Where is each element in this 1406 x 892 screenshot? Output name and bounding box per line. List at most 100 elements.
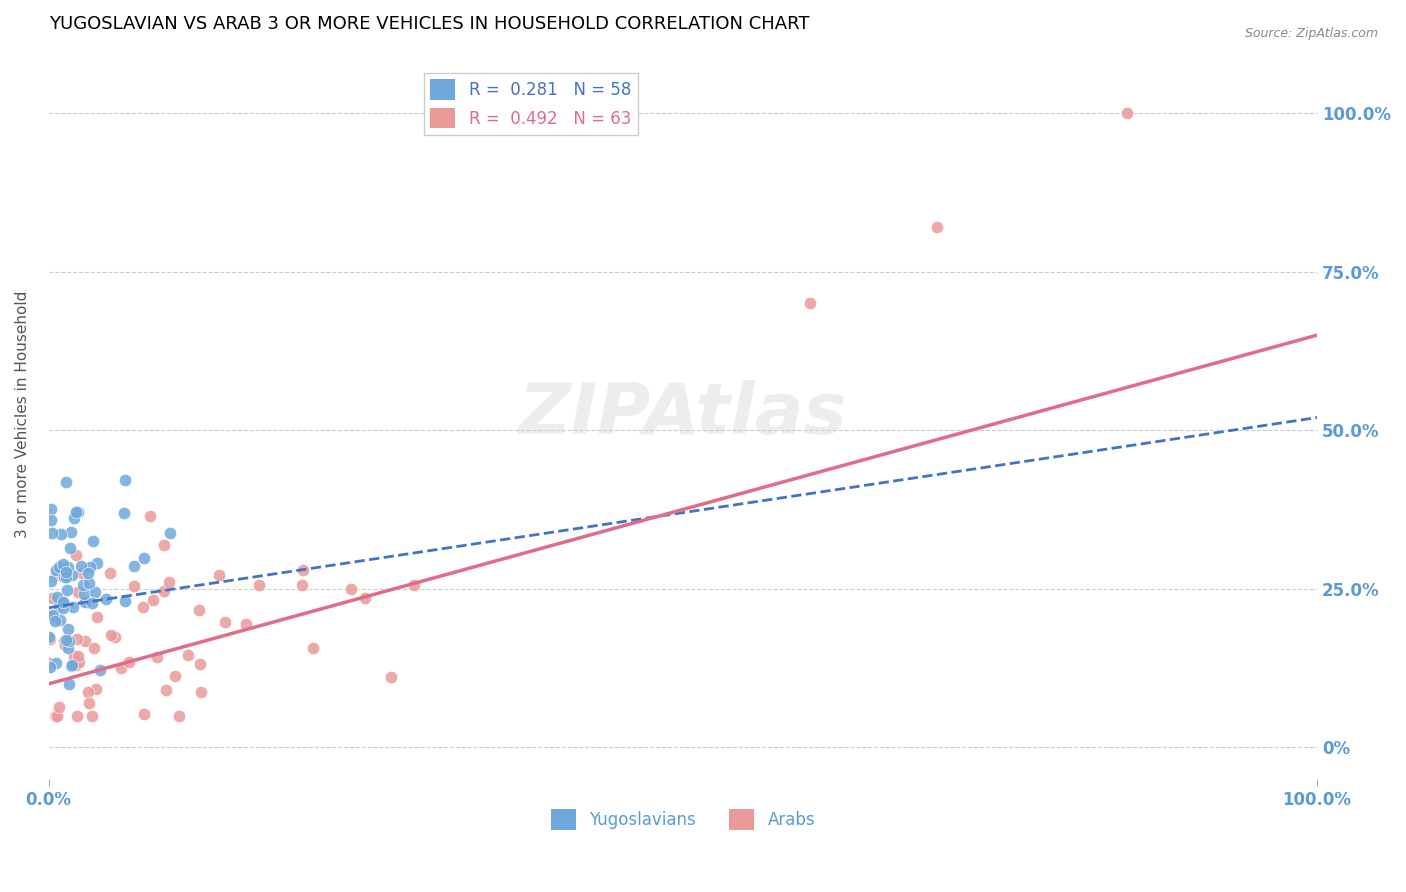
Point [52, 633, 75, 648]
Point [52, 595, 75, 609]
Point [45, 563, 67, 577]
Point [235, 617, 257, 632]
Point [58, 677, 80, 691]
Point [38, 656, 60, 670]
Text: ZIPAtlas: ZIPAtlas [519, 380, 848, 449]
Point [247, 578, 270, 592]
Point [38, 607, 60, 622]
Point [100, 628, 122, 642]
Point [177, 648, 200, 662]
Point [153, 583, 176, 598]
Point [190, 685, 212, 699]
Point [70, 566, 93, 580]
Point [45, 656, 67, 670]
Point [98, 566, 121, 580]
Point [146, 650, 169, 665]
Point [65, 505, 87, 519]
Point [39, 513, 62, 527]
Point [39, 574, 62, 588]
Point [77, 696, 100, 710]
Point [51, 557, 73, 571]
Point [188, 657, 211, 671]
Point [84, 682, 107, 697]
Point [56, 560, 79, 574]
Point [122, 579, 145, 593]
Point [292, 564, 315, 578]
Point [55, 638, 77, 652]
Point [96, 591, 118, 606]
Point [73, 633, 96, 648]
Point [89, 663, 111, 677]
Point [44, 708, 66, 723]
Point [38, 632, 60, 646]
Point [380, 670, 402, 684]
Point [49, 527, 72, 541]
Point [80, 708, 103, 723]
Point [59, 525, 82, 540]
Point [60, 568, 83, 582]
Point [45, 567, 67, 582]
Point [925, 220, 948, 235]
Point [1115, 106, 1137, 120]
Point [291, 578, 314, 592]
Point [69, 559, 91, 574]
Y-axis label: 3 or more Vehicles in Household: 3 or more Vehicles in Household [15, 291, 30, 538]
Point [63, 510, 86, 524]
Point [67, 655, 90, 669]
Point [45, 708, 67, 723]
Point [41, 609, 63, 624]
Point [138, 509, 160, 524]
Point [48, 599, 70, 613]
Point [122, 558, 145, 573]
Point [42, 608, 65, 623]
Point [114, 594, 136, 608]
Point [52, 601, 75, 615]
Point [55, 475, 77, 489]
Point [45, 708, 67, 723]
Point [118, 656, 141, 670]
Point [55, 570, 77, 584]
Point [48, 613, 70, 627]
Point [62, 599, 84, 614]
Point [65, 658, 87, 673]
Point [402, 578, 425, 592]
Point [55, 632, 77, 647]
Point [59, 541, 82, 555]
Point [132, 707, 155, 722]
Point [153, 538, 176, 552]
Point [79, 560, 101, 574]
Point [80, 596, 103, 610]
Point [132, 600, 155, 615]
Point [52, 570, 75, 584]
Point [157, 575, 180, 590]
Point [86, 557, 108, 571]
Point [58, 622, 80, 636]
Point [84, 584, 107, 599]
Point [65, 548, 87, 562]
Point [38, 660, 60, 674]
Point [155, 683, 177, 698]
Point [302, 640, 325, 655]
Point [58, 633, 80, 648]
Point [67, 585, 90, 599]
Point [104, 631, 127, 645]
Point [340, 582, 363, 596]
Point [73, 595, 96, 609]
Point [62, 648, 84, 663]
Point [142, 593, 165, 607]
Point [76, 684, 98, 698]
Text: YUGOSLAVIAN VS ARAB 3 OR MORE VEHICLES IN HOUSEHOLD CORRELATION CHART: YUGOSLAVIAN VS ARAB 3 OR MORE VEHICLES I… [49, 15, 810, 33]
Point [165, 668, 187, 682]
Point [55, 565, 77, 579]
Point [46, 590, 69, 604]
Point [77, 576, 100, 591]
Point [110, 661, 132, 675]
Point [66, 649, 89, 664]
Point [353, 591, 375, 606]
Point [86, 609, 108, 624]
Point [72, 578, 94, 592]
Point [52, 595, 75, 609]
Point [83, 641, 105, 656]
Text: Source: ZipAtlas.com: Source: ZipAtlas.com [1244, 27, 1378, 40]
Legend: Yugoslavians, Arabs: Yugoslavians, Arabs [544, 803, 821, 836]
